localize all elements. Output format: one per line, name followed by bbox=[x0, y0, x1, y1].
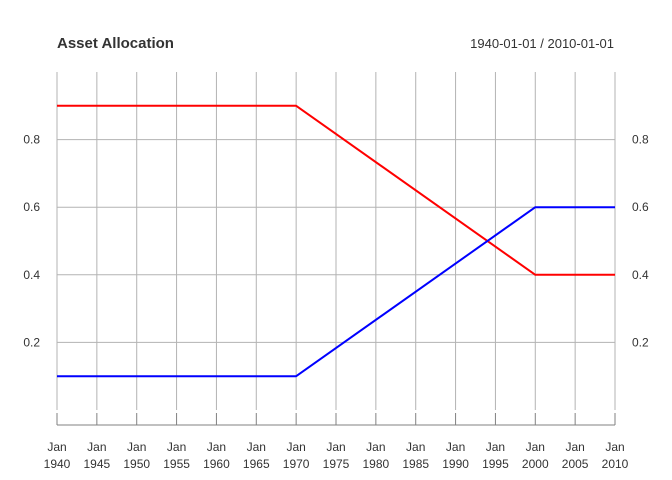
x-tick-label-month: Jan bbox=[565, 440, 584, 454]
x-tick-label-year: 1975 bbox=[323, 457, 350, 471]
x-tick-label-month: Jan bbox=[526, 440, 545, 454]
x-axis bbox=[56, 413, 616, 426]
x-tick-label-month: Jan bbox=[286, 440, 305, 454]
x-tick-label-year: 2005 bbox=[562, 457, 589, 471]
x-tick-label-month: Jan bbox=[605, 440, 624, 454]
x-tick-label-month: Jan bbox=[446, 440, 465, 454]
x-tick-label-year: 1970 bbox=[283, 457, 310, 471]
x-tick-label-year: 1965 bbox=[243, 457, 270, 471]
x-tick-label-month: Jan bbox=[167, 440, 186, 454]
chart-title: Asset Allocation bbox=[57, 35, 174, 52]
x-tick-label-year: 1960 bbox=[203, 457, 230, 471]
y-tick-label-left: 0.8 bbox=[23, 133, 40, 147]
x-tick-label-year: 1950 bbox=[123, 457, 150, 471]
x-tick-label-year: 1985 bbox=[402, 457, 429, 471]
y-tick-label-right: 0.8 bbox=[632, 133, 649, 147]
x-axis-labels: Jan 1940 Jan 1945 Jan 1950 Jan 1955 Jan 1960 Jan 19… bbox=[44, 440, 629, 471]
series-line-1 bbox=[57, 104, 615, 276]
x-tick-label-month: Jan bbox=[207, 440, 226, 454]
x-tick-label-year: 1995 bbox=[482, 457, 509, 471]
y-tick-label-left: 0.6 bbox=[23, 200, 40, 214]
x-tick-label-year: 1990 bbox=[442, 457, 469, 471]
x-tick-label-year: 2000 bbox=[522, 457, 549, 471]
x-tick-label-month: Jan bbox=[87, 440, 106, 454]
x-tick-label-month: Jan bbox=[406, 440, 425, 454]
y-tick-label-right: 0.6 bbox=[632, 200, 649, 214]
y-tick-label-right: 0.2 bbox=[632, 335, 649, 349]
x-tick-label-year: 1955 bbox=[163, 457, 190, 471]
series-lines bbox=[57, 104, 615, 378]
x-tick-label-month: Jan bbox=[486, 440, 505, 454]
x-tick-label-year: 2010 bbox=[602, 457, 629, 471]
y-tick-label-left: 0.4 bbox=[23, 268, 40, 282]
y-tick-label-right: 0.4 bbox=[632, 268, 649, 282]
x-tick-label-year: 1940 bbox=[44, 457, 71, 471]
x-tick-label-year: 1980 bbox=[363, 457, 390, 471]
x-tick-label-month: Jan bbox=[47, 440, 66, 454]
x-tick-label-month: Jan bbox=[326, 440, 345, 454]
date-range-label: 1940-01-01 / 2010-01-01 bbox=[470, 36, 614, 51]
y-tick-label-left: 0.2 bbox=[23, 335, 40, 349]
y-axis-labels: 0.2 0.2 0.4 0.4 0.6 0.6 0.8 0.8 bbox=[23, 133, 649, 350]
x-tick-label-month: Jan bbox=[127, 440, 146, 454]
grid-lines bbox=[56, 72, 616, 410]
x-tick-label-month: Jan bbox=[366, 440, 385, 454]
x-tick-label-year: 1945 bbox=[84, 457, 111, 471]
series-line-2 bbox=[57, 206, 615, 378]
x-tick-label-month: Jan bbox=[247, 440, 266, 454]
